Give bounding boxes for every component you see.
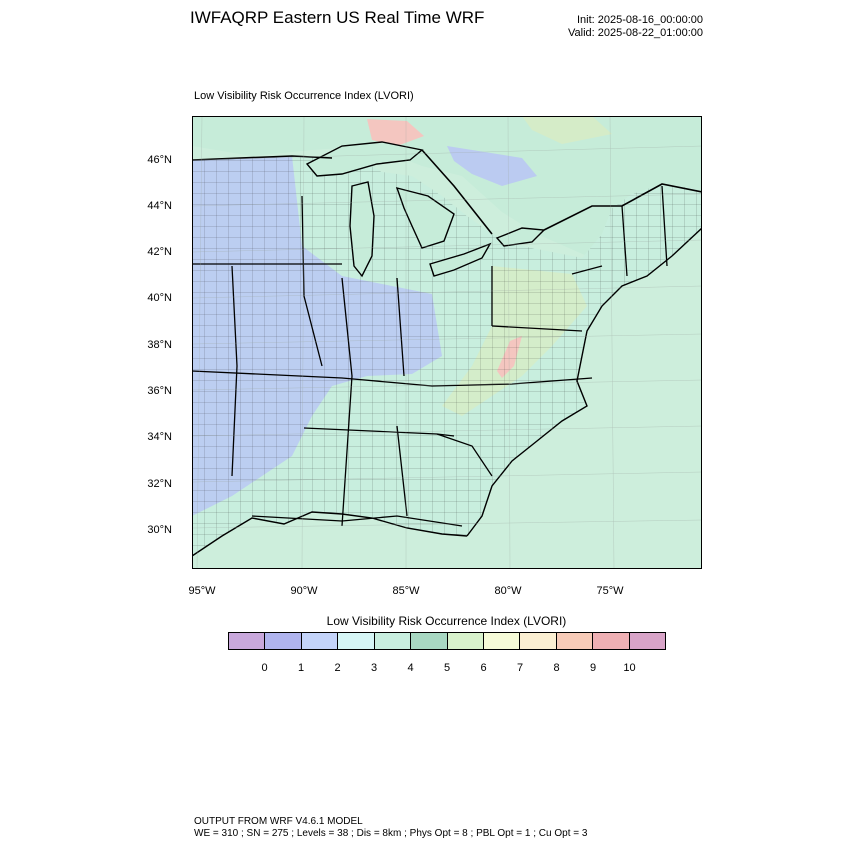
colorbar-swatch [301, 633, 339, 649]
lake-michigan [349, 181, 375, 278]
colorbar-swatch [229, 633, 266, 649]
colorbar-swatch [374, 633, 412, 649]
canada-region [192, 116, 702, 256]
lon-tick-label: 85°W [392, 585, 420, 597]
lat-tick-label: 34°N [147, 431, 172, 443]
lat-tick-label: 30°N [147, 524, 172, 536]
map-frame [192, 116, 702, 569]
colorbar-label: 2 [334, 662, 341, 674]
colorbar-label: 8 [553, 662, 560, 674]
colorbar-swatch [593, 633, 630, 649]
colorbar-label: 0 [261, 662, 268, 674]
figure-title: IWFAQRP Eastern US Real Time WRF [190, 8, 485, 27]
county-boundaries [192, 154, 702, 556]
canada-border [192, 149, 702, 235]
colorbar-swatch [265, 633, 302, 649]
lat-tick-label: 44°N [147, 200, 172, 212]
model-config-line: WE = 310 ; SN = 275 ; Levels = 38 ; Dis … [194, 828, 588, 839]
colorbar-swatch [520, 633, 557, 649]
colorbar-label: 10 [623, 662, 636, 674]
lat-tick-label: 38°N [147, 339, 172, 351]
lake-erie [429, 242, 492, 277]
colorbar-swatch [411, 633, 448, 649]
lon-tick-label: 90°W [290, 585, 318, 597]
colorbar-label: 5 [443, 662, 451, 674]
lat-tick-label: 32°N [147, 478, 172, 490]
colorbar-label: 9 [589, 662, 597, 674]
map-panel [192, 116, 702, 569]
colorbar-swatch [447, 633, 484, 649]
graticule [192, 116, 702, 569]
colorbar-label: 4 [407, 662, 414, 674]
colorbar-swatch [629, 633, 666, 649]
colorbar-label: 3 [370, 662, 378, 674]
map-field-label: Low Visibility Risk Occurrence Index (LV… [194, 90, 414, 102]
valid-time: Valid: 2025-08-22_01:00:00 [568, 27, 703, 39]
colorbar-swatch [338, 633, 375, 649]
lat-tick-label: 46°N [147, 154, 172, 166]
legend-title: Low Visibility Risk Occurrence Index (LV… [326, 614, 567, 628]
atlantic-coastline [466, 227, 702, 537]
state-boundaries [192, 185, 668, 527]
lat-tick-label: 42°N [147, 246, 172, 258]
lat-tick-label: 36°N [147, 385, 172, 397]
canada-green-area [522, 116, 612, 144]
lat-tick-label: 40°N [147, 292, 172, 304]
gulf-coastline [192, 511, 468, 557]
canada-pink-area [367, 119, 424, 146]
model-output-line: OUTPUT FROM WRF V4.6.1 MODEL [194, 816, 363, 827]
colorbar-label: 1 [297, 662, 305, 674]
lake-superior [305, 141, 424, 177]
colorbar-swatch [556, 633, 594, 649]
init-time: Init: 2025-08-16_00:00:00 [577, 14, 703, 26]
colorbar [228, 632, 666, 650]
colorbar-label: 7 [516, 662, 524, 674]
canada-blue-area [447, 146, 537, 186]
colorbar-label: 6 [480, 662, 487, 674]
lon-tick-label: 80°W [494, 585, 522, 597]
lon-tick-label: 95°W [188, 585, 216, 597]
lake-huron [395, 186, 455, 249]
colorbar-swatch [483, 633, 521, 649]
lon-tick-label: 75°W [596, 585, 624, 597]
